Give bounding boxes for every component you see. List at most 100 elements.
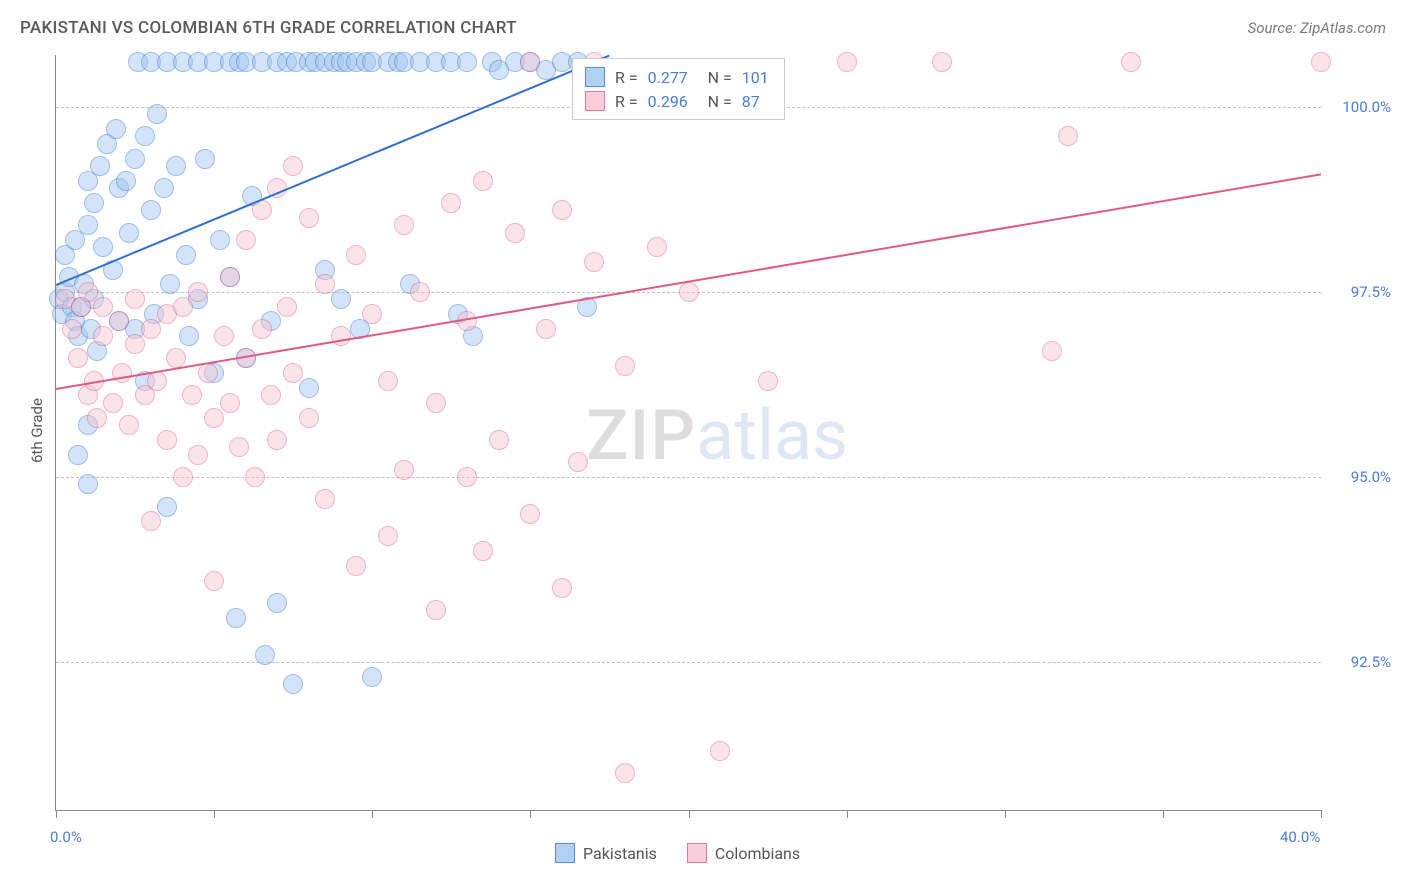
x-tick — [847, 810, 848, 818]
data-point — [141, 511, 161, 531]
legend-label: Pakistanis — [583, 844, 657, 863]
x-tick — [1005, 810, 1006, 818]
r-value: 0.296 — [648, 92, 698, 111]
data-point — [141, 319, 161, 339]
data-point — [584, 252, 604, 272]
x-max-label: 40.0% — [1280, 828, 1320, 846]
data-point — [378, 526, 398, 546]
data-point — [520, 504, 540, 524]
source-credit: Source: ZipAtlas.com — [1248, 19, 1386, 37]
y-tick-label: 95.0% — [1331, 468, 1391, 486]
data-point — [489, 430, 509, 450]
data-point — [277, 297, 297, 317]
x-tick — [56, 810, 57, 818]
data-point — [103, 393, 123, 413]
chart-title: PAKISTANI VS COLOMBIAN 6TH GRADE CORRELA… — [20, 18, 517, 38]
y-tick-label: 97.5% — [1331, 283, 1391, 301]
legend-stats-row: R =0.277N =101 — [585, 65, 772, 89]
data-point — [68, 445, 88, 465]
x-tick — [214, 810, 215, 818]
x-tick — [1321, 810, 1322, 818]
data-point — [147, 104, 167, 124]
data-point — [78, 474, 98, 494]
y-axis-label: 6th Grade — [28, 398, 46, 463]
data-point — [160, 274, 180, 294]
data-point — [255, 645, 275, 665]
data-point — [198, 363, 218, 383]
data-point — [378, 371, 398, 391]
data-point — [179, 326, 199, 346]
data-point — [204, 571, 224, 591]
x-tick — [530, 810, 531, 818]
data-point — [837, 52, 857, 72]
x-tick — [1163, 810, 1164, 818]
data-point — [283, 156, 303, 176]
data-point — [331, 289, 351, 309]
data-point — [932, 52, 952, 72]
gridline — [56, 662, 1321, 663]
y-tick-label: 100.0% — [1331, 98, 1391, 116]
data-point — [116, 171, 136, 191]
data-point — [331, 326, 351, 346]
data-point — [214, 326, 234, 346]
data-point — [457, 311, 477, 331]
stats-legend: R =0.277N =101R =0.296N =87 — [572, 58, 785, 120]
data-point — [182, 385, 202, 405]
data-point — [1058, 126, 1078, 146]
data-point — [299, 208, 319, 228]
data-point — [299, 408, 319, 428]
data-point — [647, 237, 667, 257]
data-point — [173, 467, 193, 487]
r-label: R = — [615, 68, 638, 87]
legend-swatch — [555, 843, 575, 863]
data-point — [119, 415, 139, 435]
data-point — [157, 497, 177, 517]
data-point — [87, 408, 107, 428]
data-point — [283, 363, 303, 383]
data-point — [758, 371, 778, 391]
data-point — [552, 578, 572, 598]
data-point — [410, 282, 430, 302]
data-point — [157, 430, 177, 450]
data-point — [426, 393, 446, 413]
data-point — [210, 230, 230, 250]
data-point — [62, 319, 82, 339]
data-point — [204, 408, 224, 428]
data-point — [141, 200, 161, 220]
r-label: R = — [615, 92, 638, 111]
legend-item: Pakistanis — [555, 843, 657, 863]
data-point — [267, 593, 287, 613]
x-min-label: 0.0% — [50, 828, 82, 846]
data-point — [710, 741, 730, 761]
data-point — [106, 119, 126, 139]
data-point — [315, 489, 335, 509]
data-point — [299, 378, 319, 398]
data-point — [394, 460, 414, 480]
data-point — [1311, 52, 1331, 72]
data-point — [552, 200, 572, 220]
x-tick — [689, 810, 690, 818]
data-point — [135, 126, 155, 146]
data-point — [119, 223, 139, 243]
legend-swatch — [585, 91, 605, 111]
data-point — [188, 445, 208, 465]
data-point — [362, 304, 382, 324]
data-point — [679, 282, 699, 302]
data-point — [112, 363, 132, 383]
data-point — [229, 437, 249, 457]
series-legend: PakistanisColombians — [555, 843, 800, 863]
data-point — [176, 245, 196, 265]
data-point — [78, 215, 98, 235]
data-point — [125, 289, 145, 309]
n-value: 87 — [742, 92, 772, 111]
data-point — [441, 193, 461, 213]
data-point — [173, 297, 193, 317]
data-point — [457, 52, 477, 72]
data-point — [615, 763, 635, 783]
data-point — [346, 556, 366, 576]
data-point — [568, 452, 588, 472]
data-point — [426, 600, 446, 620]
data-point — [1121, 52, 1141, 72]
data-point — [1042, 341, 1062, 361]
data-point — [93, 297, 113, 317]
